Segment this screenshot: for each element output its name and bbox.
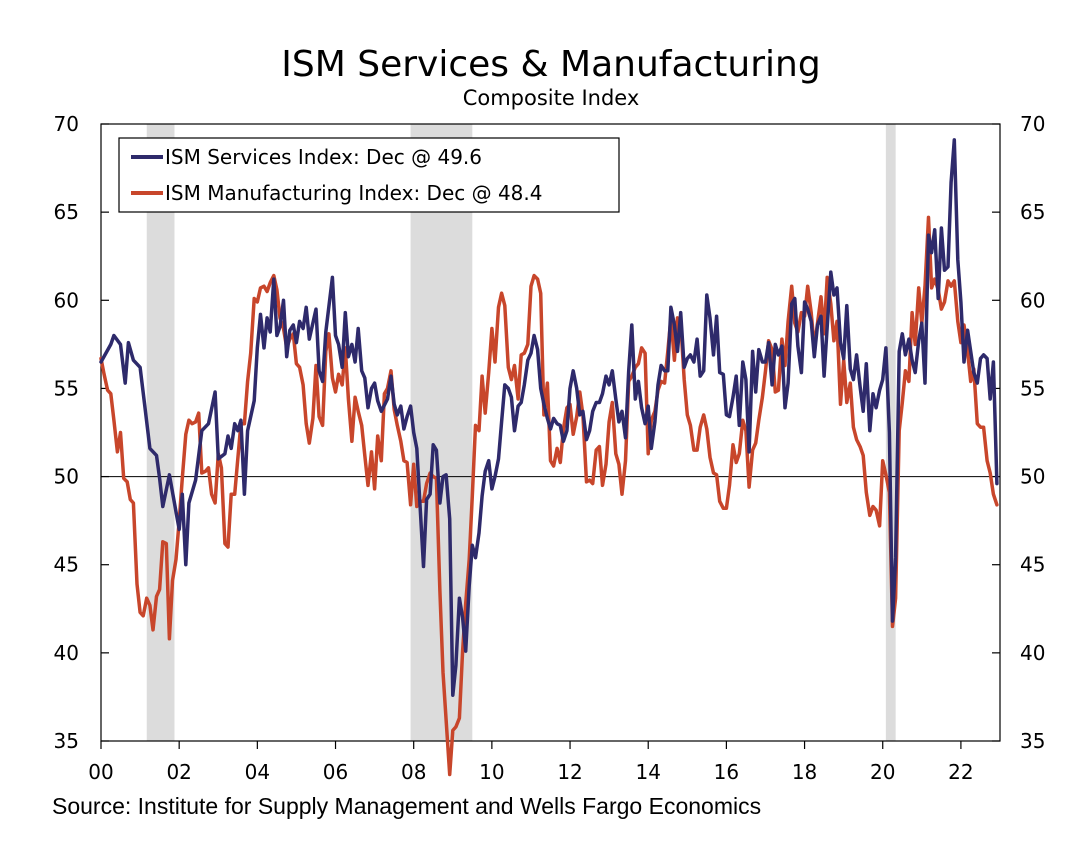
x-tick-label-00: 00	[88, 760, 113, 784]
x-axis: 00 02 04 06 08 10 12 14 16 18 20 22	[88, 741, 974, 784]
x-tick-label-02: 02	[166, 760, 191, 784]
y-tick-label-left-65: 65	[54, 200, 79, 224]
series-line-services	[99, 138, 999, 697]
y-tick-label-right-70: 70	[1020, 112, 1045, 136]
x-tick-label-06: 06	[323, 760, 348, 784]
chart-source: Source: Institute for Supply Management …	[52, 793, 761, 819]
y-tick-label-right-50: 50	[1020, 465, 1045, 489]
y-tick-label-left-60: 60	[54, 288, 79, 312]
y-tick-label-left-40: 40	[54, 641, 79, 665]
x-tick-label-22: 22	[948, 760, 973, 784]
y-tick-label-right-55: 55	[1020, 376, 1045, 400]
x-tick-label-14: 14	[635, 760, 660, 784]
y-tick-label-right-45: 45	[1020, 553, 1045, 577]
chart-subtitle: Composite Index	[463, 86, 640, 110]
x-tick-label-16: 16	[714, 760, 739, 784]
x-tick-label-10: 10	[479, 760, 504, 784]
x-tick-label-08: 08	[401, 760, 426, 784]
legend: ISM Services Index: Dec @ 49.6 ISM Manuf…	[118, 137, 620, 213]
series-line-manufacturing	[99, 215, 999, 777]
x-tick-label-18: 18	[792, 760, 817, 784]
y-axis-right: 35 40 45 50 55 60 65 70	[992, 112, 1045, 753]
y-tick-label-right-65: 65	[1020, 200, 1045, 224]
y-tick-label-left-50: 50	[54, 465, 79, 489]
y-tick-label-left-45: 45	[54, 553, 79, 577]
y-tick-label-left-70: 70	[54, 112, 79, 136]
y-tick-label-left-55: 55	[54, 376, 79, 400]
recession-bands	[146, 124, 896, 741]
plot-frame	[100, 123, 1001, 742]
x-tick-label-20: 20	[870, 760, 895, 784]
x-tick-label-04: 04	[245, 760, 270, 784]
legend-box	[118, 137, 620, 213]
y-tick-label-right-40: 40	[1020, 641, 1045, 665]
legend-label-manufacturing: ISM Manufacturing Index: Dec @ 48.4	[165, 181, 543, 205]
x-tick-label-12: 12	[557, 760, 582, 784]
legend-label-services: ISM Services Index: Dec @ 49.6	[165, 145, 482, 169]
y-tick-label-right-60: 60	[1020, 288, 1045, 312]
recession-band-0	[146, 124, 175, 741]
y-axis-left: 35 40 45 50 55 60 65 70	[54, 112, 109, 753]
series-lines	[99, 138, 999, 777]
y-tick-label-right-35: 35	[1020, 729, 1045, 753]
chart-title: ISM Services & Manufacturing	[281, 44, 820, 85]
y-tick-label-left-35: 35	[54, 729, 79, 753]
